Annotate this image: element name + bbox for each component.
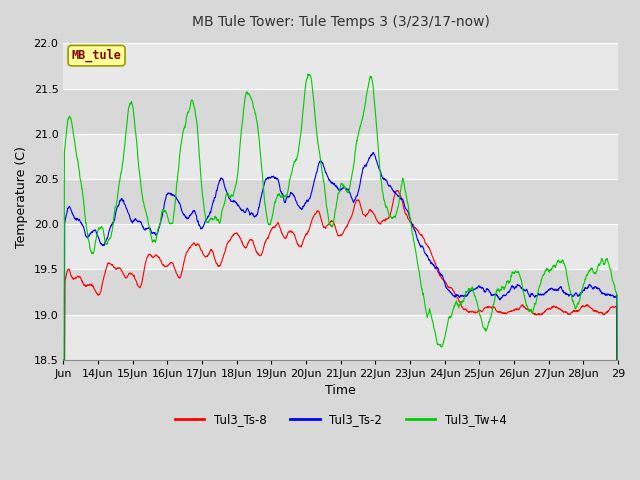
Bar <box>63 134 618 179</box>
Y-axis label: Temperature (C): Temperature (C) <box>15 146 28 248</box>
Bar <box>63 89 618 134</box>
Legend: Tul3_Ts-8, Tul3_Ts-2, Tul3_Tw+4: Tul3_Ts-8, Tul3_Ts-2, Tul3_Tw+4 <box>170 408 511 431</box>
Bar <box>63 269 618 314</box>
X-axis label: Time: Time <box>325 384 356 397</box>
Bar <box>63 43 618 89</box>
Bar <box>63 314 618 360</box>
Bar <box>63 224 618 269</box>
Text: MB_tule: MB_tule <box>72 49 122 62</box>
Title: MB Tule Tower: Tule Temps 3 (3/23/17-now): MB Tule Tower: Tule Temps 3 (3/23/17-now… <box>191 15 490 29</box>
Bar <box>63 179 618 224</box>
